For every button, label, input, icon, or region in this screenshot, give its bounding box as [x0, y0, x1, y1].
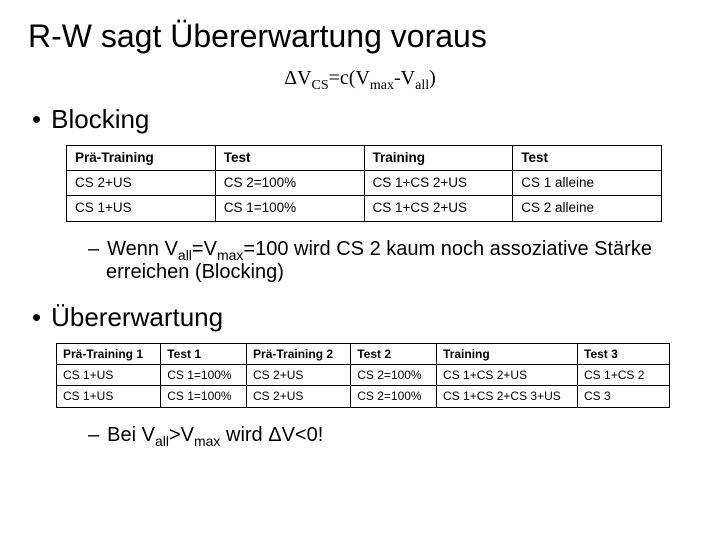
cell: CS 1+US	[57, 386, 161, 407]
col-header: Test 3	[578, 343, 670, 364]
table-header-row: Prä-Training 1 Test 1 Prä-Training 2 Tes…	[57, 343, 670, 364]
bullet-ubererwartung: •Übererwartung	[32, 302, 692, 333]
table-row: CS 1+US CS 1=100% CS 2+US CS 2=100% CS 1…	[57, 364, 670, 385]
cell: CS 2=100%	[215, 171, 364, 196]
ubererwartung-table: Prä-Training 1 Test 1 Prä-Training 2 Tes…	[56, 343, 670, 408]
blocking-explanation: –Wenn Vall=Vmax=100 wird CS 2 kaum noch …	[88, 238, 662, 284]
col-header: Test	[513, 146, 662, 171]
cell: CS 2=100%	[351, 364, 437, 385]
table-header-row: Prä-Training Test Training Test	[67, 146, 662, 171]
cell: CS 1 alleine	[513, 171, 662, 196]
col-header: Test 1	[161, 343, 247, 364]
formula: ΔVCS=c(Vmax-Vall)	[28, 67, 692, 90]
cell: CS 1+CS 2+US	[364, 196, 513, 221]
cell: CS 2=100%	[351, 386, 437, 407]
col-header: Test	[215, 146, 364, 171]
cell: CS 1+US	[67, 196, 216, 221]
blocking-table: Prä-Training Test Training Test CS 2+US …	[66, 145, 662, 222]
col-header: Training	[364, 146, 513, 171]
cell: CS 2+US	[247, 386, 351, 407]
cell: CS 1=100%	[215, 196, 364, 221]
ubererwartung-explanation: –Bei Vall>Vmax wird ΔV<0!	[88, 424, 662, 447]
cell: CS 1=100%	[161, 386, 247, 407]
cell: CS 2 alleine	[513, 196, 662, 221]
cell: CS 3	[578, 386, 670, 407]
page-title: R-W sagt Übererwartung voraus	[28, 18, 692, 55]
table-row: CS 2+US CS 2=100% CS 1+CS 2+US CS 1 alle…	[67, 171, 662, 196]
cell: CS 1+CS 2+US	[437, 364, 578, 385]
col-header: Prä-Training 1	[57, 343, 161, 364]
cell: CS 2+US	[247, 364, 351, 385]
col-header: Test 2	[351, 343, 437, 364]
col-header: Prä-Training	[67, 146, 216, 171]
table-row: CS 1+US CS 1=100% CS 2+US CS 2=100% CS 1…	[57, 386, 670, 407]
cell: CS 1+CS 2	[578, 364, 670, 385]
bullet-blocking: •Blocking	[32, 104, 692, 135]
cell: CS 1+CS 2+US	[364, 171, 513, 196]
col-header: Training	[437, 343, 578, 364]
cell: CS 1=100%	[161, 364, 247, 385]
col-header: Prä-Training 2	[247, 343, 351, 364]
cell: CS 1+CS 2+CS 3+US	[437, 386, 578, 407]
table-row: CS 1+US CS 1=100% CS 1+CS 2+US CS 2 alle…	[67, 196, 662, 221]
cell: CS 1+US	[57, 364, 161, 385]
cell: CS 2+US	[67, 171, 216, 196]
